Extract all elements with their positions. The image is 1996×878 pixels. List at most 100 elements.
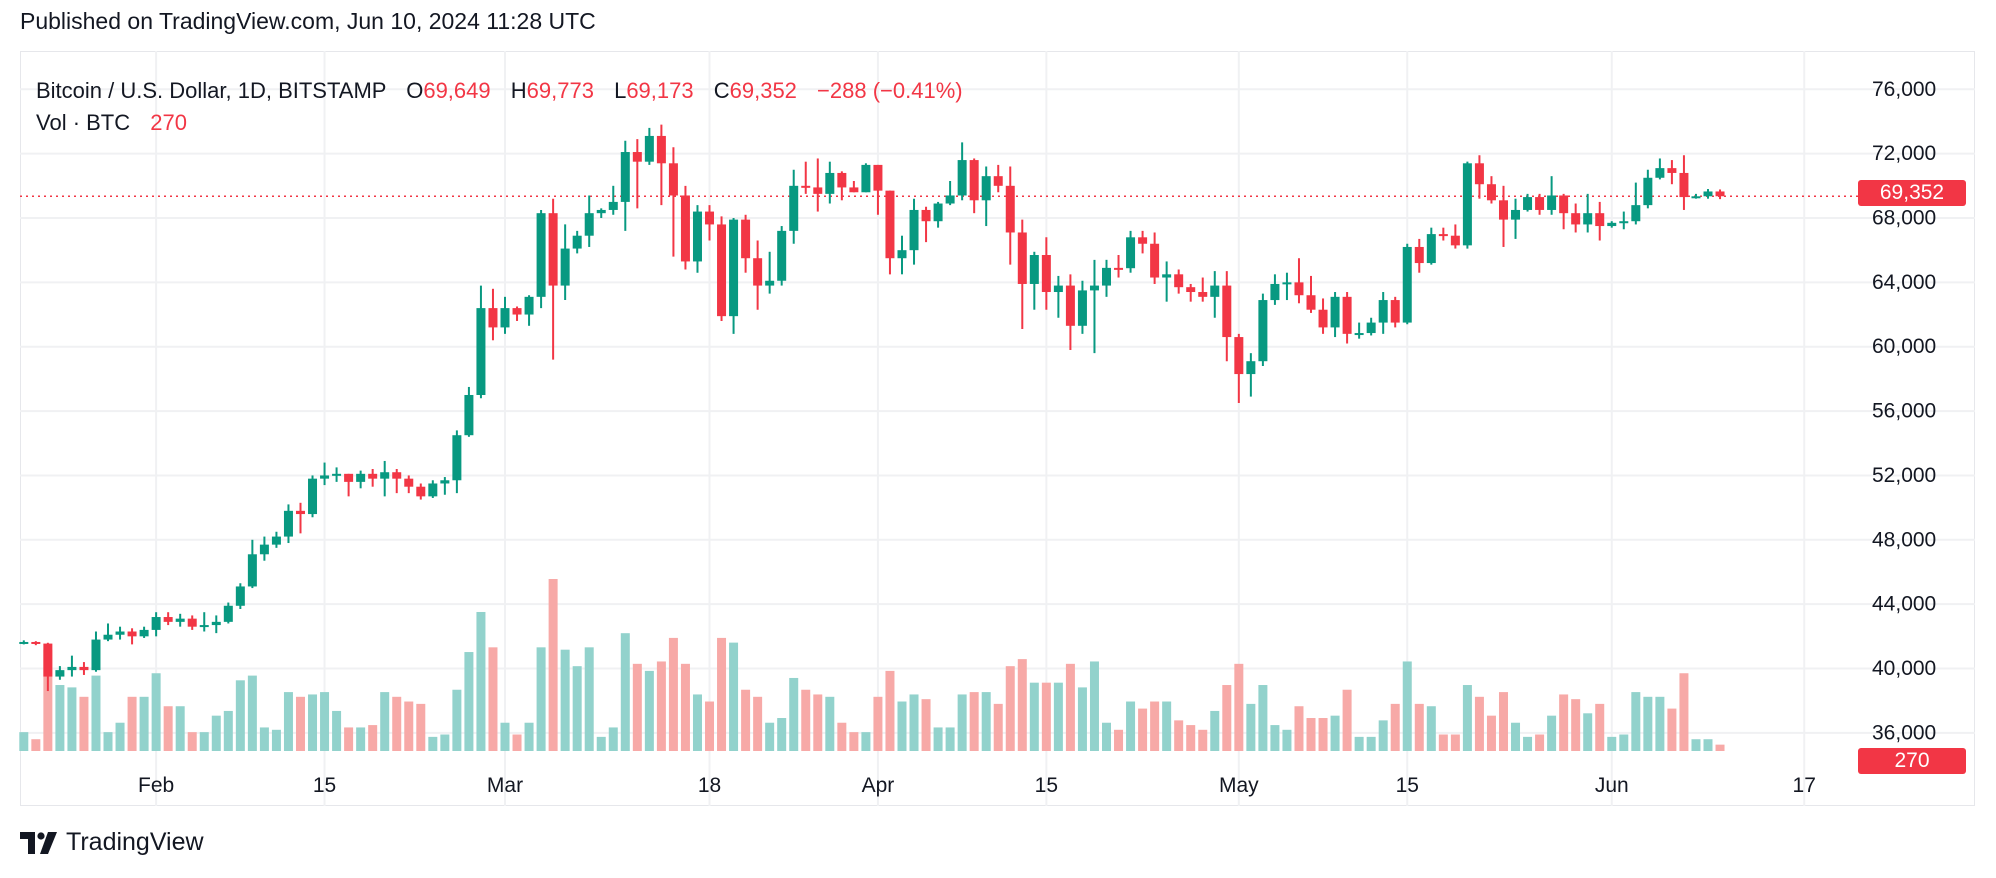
time-tick-label: May bbox=[1219, 774, 1259, 797]
volume-bar bbox=[1222, 685, 1232, 751]
volume-bar bbox=[1462, 685, 1472, 751]
volume-bar bbox=[1041, 682, 1051, 751]
candle-body bbox=[1366, 322, 1376, 334]
volume-bar bbox=[139, 696, 149, 751]
price-axis: 76,000 72,000 68,000 64,000 60,000 56,000 52,0… bbox=[1872, 78, 1936, 745]
candle-body bbox=[1005, 185, 1015, 233]
candle-body bbox=[1571, 213, 1581, 225]
volume-bar bbox=[1655, 696, 1665, 751]
volume-bar bbox=[127, 696, 137, 751]
volume-bar bbox=[560, 649, 570, 751]
candle-body bbox=[43, 643, 53, 677]
candle-body bbox=[1234, 337, 1244, 375]
candle-body bbox=[717, 224, 727, 317]
volume-bar bbox=[1390, 703, 1400, 751]
tradingview-logo-icon bbox=[20, 831, 57, 854]
high-value: 69,773 bbox=[526, 78, 594, 103]
candle-body bbox=[1619, 221, 1629, 224]
candle-body bbox=[1498, 200, 1508, 220]
close-label: C bbox=[713, 78, 730, 103]
candle-body bbox=[1210, 285, 1220, 297]
candle-body bbox=[440, 480, 450, 484]
volume-bar bbox=[1306, 718, 1316, 751]
candle-body bbox=[1450, 235, 1460, 246]
volume-bar bbox=[753, 696, 763, 751]
volume-bar bbox=[1691, 739, 1701, 751]
volume-bar bbox=[1523, 736, 1533, 751]
candle-body bbox=[19, 641, 29, 644]
volume-bar bbox=[1102, 722, 1111, 751]
candle-body bbox=[211, 621, 221, 626]
candle-body bbox=[632, 152, 642, 162]
candle-body bbox=[572, 235, 582, 249]
volume-bar bbox=[981, 692, 991, 751]
grid bbox=[20, 51, 1975, 806]
candle-body bbox=[127, 631, 137, 637]
candle-body bbox=[921, 209, 931, 222]
candle-body bbox=[1065, 285, 1075, 326]
candle-body bbox=[789, 185, 799, 231]
volume-bar bbox=[1354, 736, 1364, 751]
price-tick-label: 40,000 bbox=[1872, 657, 1936, 680]
candle-body bbox=[1330, 296, 1340, 328]
volume-bar bbox=[163, 706, 173, 751]
candle-body bbox=[897, 250, 907, 259]
volume-bar bbox=[295, 696, 305, 751]
volume-bar bbox=[79, 696, 89, 751]
volume-bar bbox=[656, 661, 666, 751]
candle-body bbox=[1282, 282, 1292, 285]
price-tick-label: 76,000 bbox=[1872, 78, 1936, 101]
candle-body bbox=[1198, 292, 1208, 297]
candle-body bbox=[380, 472, 390, 479]
candle-body bbox=[753, 258, 763, 286]
candle-body bbox=[837, 172, 847, 188]
candle-body bbox=[235, 586, 245, 606]
volume-bar bbox=[512, 734, 522, 751]
volume-bar bbox=[1438, 734, 1448, 751]
volume-bar bbox=[1619, 734, 1629, 751]
candle-body bbox=[741, 219, 751, 259]
candle-body bbox=[175, 618, 185, 622]
volume-bar bbox=[1270, 725, 1280, 751]
volume-bar bbox=[596, 736, 606, 751]
volume-bar bbox=[729, 642, 739, 751]
candle-body bbox=[428, 483, 438, 497]
candle-body bbox=[608, 201, 618, 210]
volume-bar bbox=[1126, 701, 1136, 751]
volume-bar bbox=[969, 692, 979, 751]
candle-body bbox=[1438, 234, 1448, 237]
candle-body bbox=[993, 176, 1003, 186]
candle-body bbox=[368, 473, 378, 479]
volume-bar bbox=[43, 649, 53, 751]
volume-bar bbox=[620, 633, 630, 751]
candle-body bbox=[1089, 285, 1099, 291]
candle-body bbox=[295, 510, 305, 515]
candle-body bbox=[584, 213, 594, 236]
volume-bar bbox=[777, 718, 787, 751]
candle-body bbox=[55, 670, 65, 677]
time-tick-label: 17 bbox=[1793, 774, 1816, 797]
candle-body bbox=[1162, 274, 1172, 278]
volume-bar bbox=[801, 689, 811, 751]
candle-body bbox=[476, 308, 486, 395]
candle-body bbox=[1029, 255, 1039, 284]
volume-bar bbox=[1210, 710, 1220, 751]
candle-body bbox=[187, 618, 197, 627]
volume-bar bbox=[945, 727, 955, 751]
volume-bar bbox=[1414, 703, 1424, 751]
volume-bar bbox=[1282, 729, 1292, 751]
candle-body bbox=[1631, 205, 1641, 222]
volume-bar bbox=[1077, 687, 1087, 751]
volume-bar bbox=[91, 675, 101, 751]
volume-bar bbox=[909, 694, 919, 751]
volume-bar bbox=[1174, 720, 1184, 751]
candle-body bbox=[356, 473, 366, 482]
volume-bar bbox=[680, 663, 690, 751]
tradingview-logo[interactable]: TradingView bbox=[20, 828, 204, 857]
candle-body bbox=[933, 203, 943, 222]
candle-body bbox=[957, 160, 967, 196]
candle-body bbox=[103, 634, 113, 640]
volume-bar bbox=[536, 647, 546, 751]
volume-bar bbox=[187, 732, 197, 751]
